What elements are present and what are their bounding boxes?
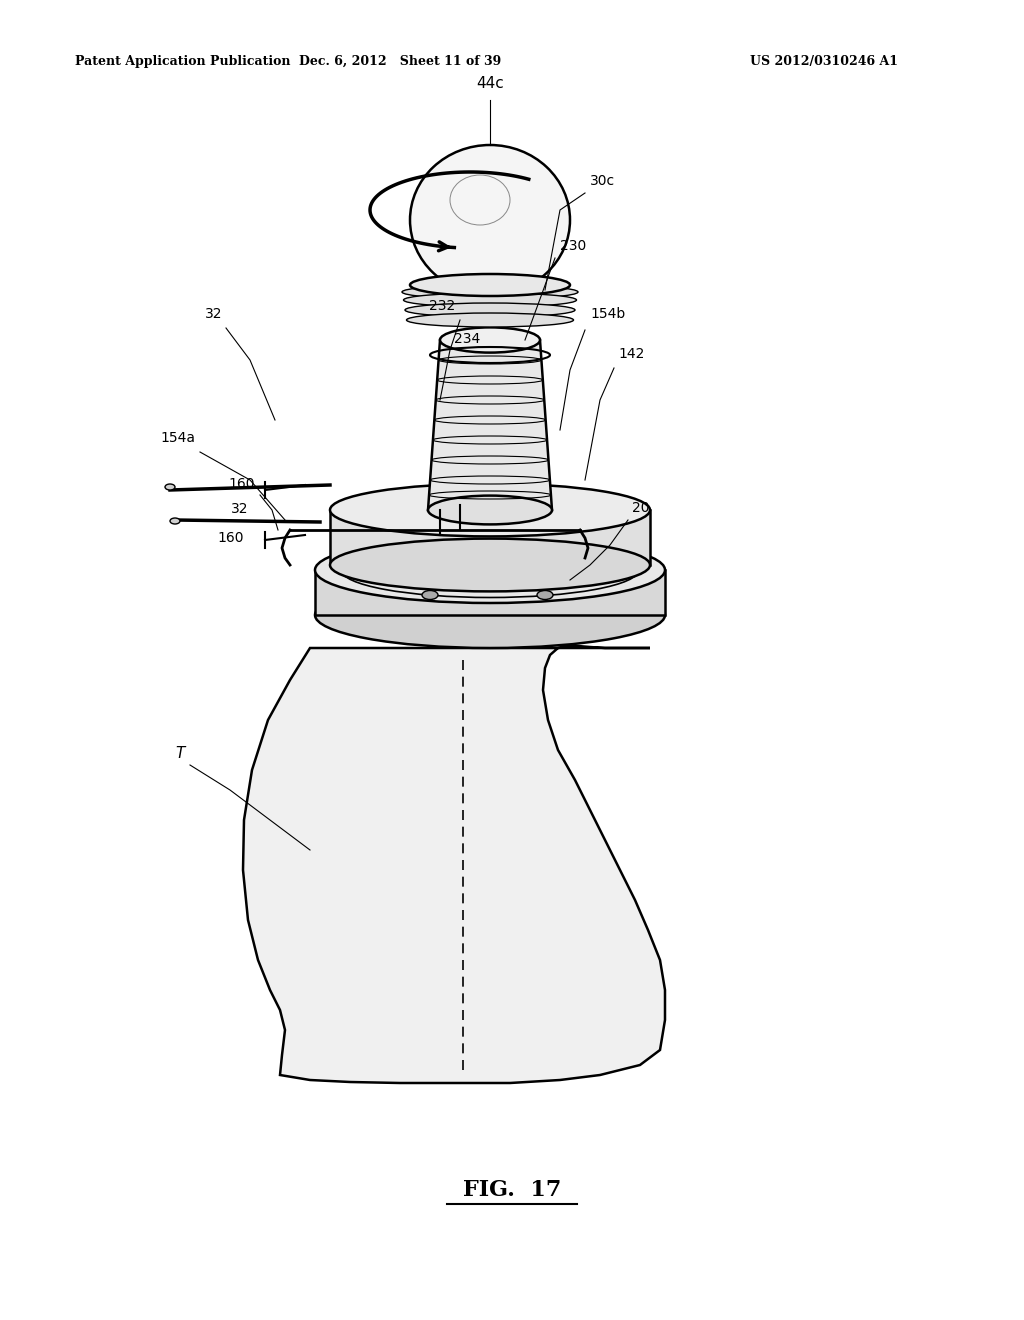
Ellipse shape (440, 327, 540, 352)
Ellipse shape (407, 313, 573, 327)
Ellipse shape (428, 495, 552, 524)
Ellipse shape (170, 517, 180, 524)
Polygon shape (315, 570, 665, 615)
Text: 234: 234 (454, 333, 480, 346)
Text: 44c: 44c (476, 77, 504, 91)
Polygon shape (243, 645, 665, 1082)
Ellipse shape (372, 561, 388, 569)
Ellipse shape (410, 275, 570, 296)
Ellipse shape (402, 285, 578, 300)
Ellipse shape (330, 539, 650, 591)
Ellipse shape (450, 554, 530, 585)
Text: US 2012/0310246 A1: US 2012/0310246 A1 (750, 55, 898, 69)
Ellipse shape (406, 304, 575, 317)
Text: Patent Application Publication: Patent Application Publication (75, 55, 291, 69)
Ellipse shape (330, 483, 650, 536)
Text: 32: 32 (230, 502, 248, 516)
Text: 154b: 154b (590, 308, 626, 321)
Text: 160: 160 (217, 531, 244, 545)
Ellipse shape (410, 145, 570, 294)
Ellipse shape (165, 484, 175, 490)
Text: 30c: 30c (590, 174, 615, 187)
Text: 32: 32 (205, 308, 222, 321)
Ellipse shape (315, 582, 665, 648)
Text: Dec. 6, 2012   Sheet 11 of 39: Dec. 6, 2012 Sheet 11 of 39 (299, 55, 501, 69)
Text: 154a: 154a (160, 432, 195, 445)
Text: 232: 232 (429, 300, 455, 313)
Polygon shape (428, 341, 552, 510)
Ellipse shape (422, 590, 438, 599)
Text: 142: 142 (618, 347, 644, 360)
Ellipse shape (537, 590, 553, 599)
Text: 230: 230 (560, 239, 587, 253)
Text: T: T (176, 746, 185, 762)
Ellipse shape (403, 293, 577, 308)
Text: FIG.  17: FIG. 17 (463, 1179, 561, 1201)
Ellipse shape (587, 557, 603, 566)
Text: 20: 20 (632, 502, 649, 515)
Polygon shape (330, 510, 650, 565)
Text: 160: 160 (228, 477, 255, 491)
Ellipse shape (315, 537, 665, 603)
